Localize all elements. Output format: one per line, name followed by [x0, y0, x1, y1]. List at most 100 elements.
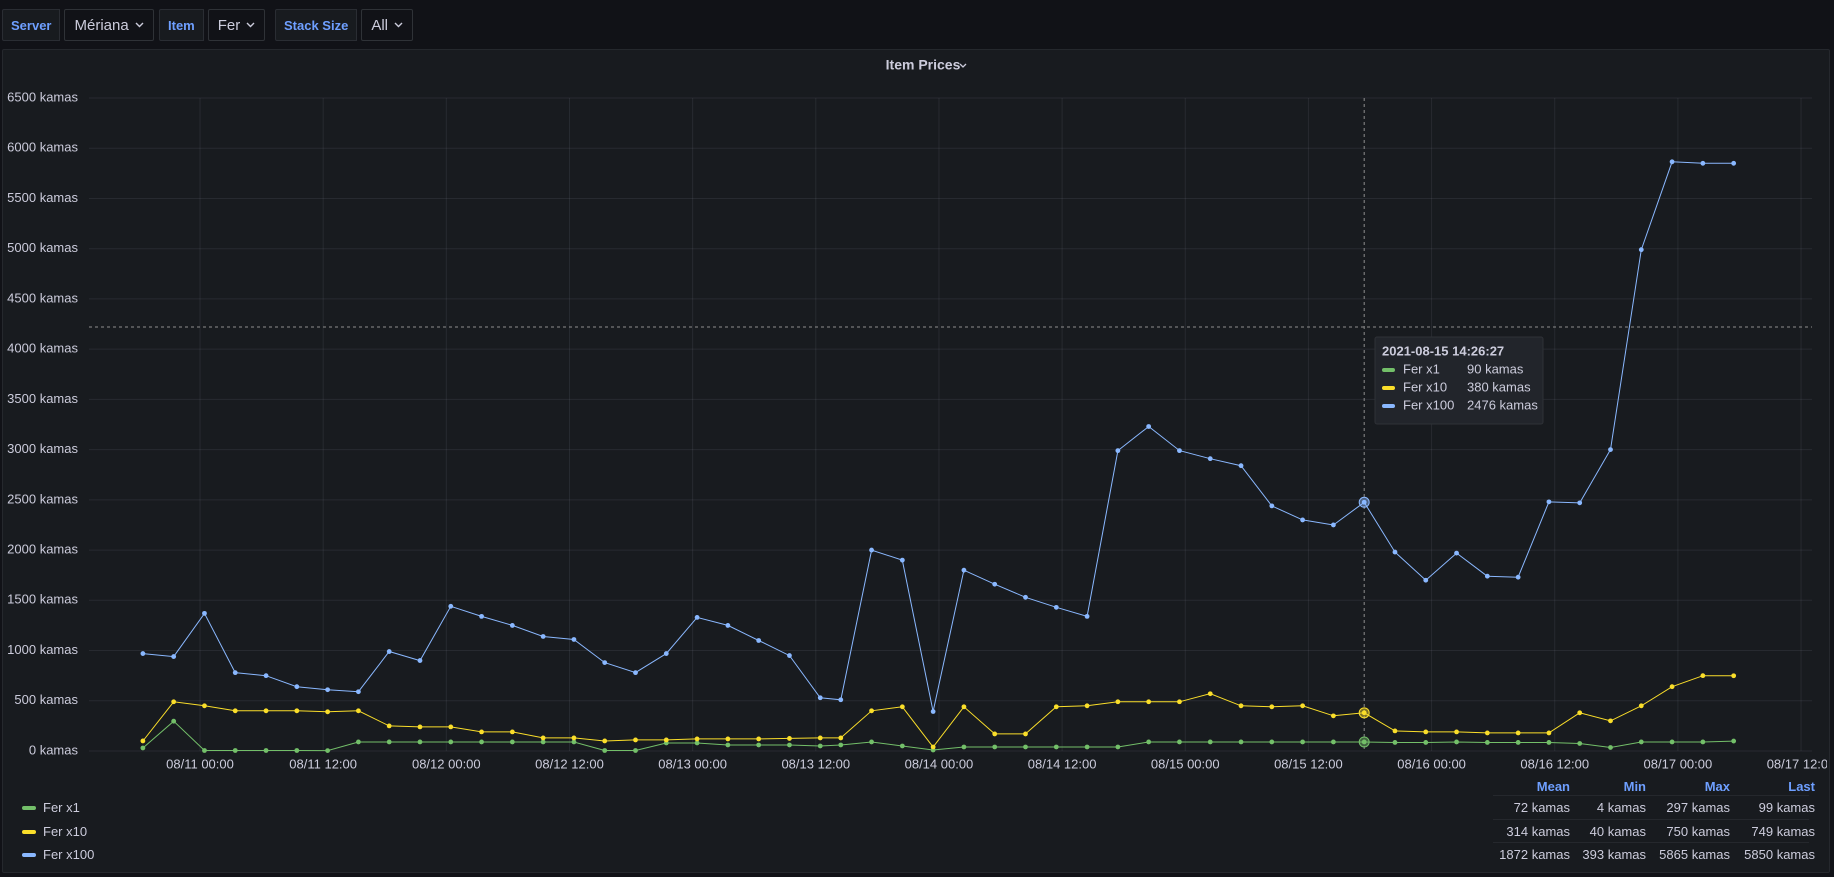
- panel-title[interactable]: Item Prices: [886, 57, 961, 73]
- x-tick-label: 08/12 12:00: [535, 756, 604, 771]
- data-point: [1361, 739, 1367, 745]
- data-point: [1330, 739, 1336, 745]
- data-point: [232, 670, 238, 676]
- data-point: [1084, 744, 1090, 750]
- data-point: [1238, 463, 1244, 469]
- y-tick-label: 2500 kamas: [7, 491, 78, 506]
- data-point: [694, 736, 700, 742]
- data-point: [899, 704, 905, 710]
- data-point: [756, 736, 762, 742]
- data-point: [1454, 729, 1459, 735]
- data-point: [1638, 247, 1644, 253]
- data-point: [571, 735, 577, 741]
- legend-divider: [1493, 818, 1809, 820]
- data-point: [663, 651, 669, 656]
- legend-stat: 749 kamas: [1751, 823, 1815, 839]
- data-point: [356, 689, 361, 695]
- y-tick-label: 0 kamas: [29, 742, 79, 757]
- data-point: [869, 547, 874, 553]
- data-point: [1484, 740, 1490, 745]
- legend-swatch: [22, 806, 36, 810]
- data-point: [633, 737, 638, 743]
- data-point: [1146, 739, 1152, 745]
- data-point: [817, 743, 823, 749]
- data-point: [992, 581, 998, 587]
- data-point: [1330, 522, 1336, 528]
- x-tick-label: 08/11 00:00: [166, 756, 234, 771]
- legend-header: Mean Min Max Last: [13, 775, 1819, 798]
- legend-stat: 72 kamas: [1513, 800, 1570, 815]
- data-point: [817, 735, 823, 741]
- data-point: [1207, 456, 1213, 462]
- data-point: [1638, 739, 1644, 745]
- data-point: [1053, 744, 1059, 750]
- x-tick-label: 08/15 00:00: [1151, 756, 1220, 771]
- data-point: [961, 704, 967, 710]
- data-point: [992, 744, 998, 750]
- y-tick-label: 3000 kamas: [7, 441, 78, 456]
- data-point: [1423, 729, 1429, 735]
- data-point: [869, 739, 874, 745]
- data-point: [1084, 613, 1090, 619]
- y-tick-label: 1500 kamas: [7, 592, 78, 607]
- data-point: [1053, 604, 1059, 610]
- data-point: [448, 724, 454, 730]
- data-point: [1177, 699, 1182, 705]
- data-point: [232, 748, 238, 753]
- data-point: [1115, 699, 1121, 705]
- data-point: [838, 735, 844, 741]
- data-point: [1515, 730, 1521, 736]
- chart: Item Prices 0 kamas 500 kamas 1000 kamas 15…: [7, 57, 1827, 772]
- data-point: [1577, 500, 1583, 506]
- data-point: [1023, 594, 1028, 600]
- data-point: [1669, 159, 1675, 165]
- x-tick-label: 08/16 12:00: [1520, 756, 1589, 771]
- legend-stat: 4 kamas: [1596, 800, 1646, 815]
- legend-name[interactable]: Fer x10: [43, 823, 88, 839]
- data-point: [961, 744, 967, 750]
- data-point: [294, 684, 300, 690]
- variable-select[interactable]: Fer: [207, 9, 266, 41]
- data-point: [1269, 503, 1275, 509]
- legend-row: Fer x1 72 kamas 4 kamas 297 kamas 99 kamas: [13, 796, 1819, 819]
- tooltip-value: 90 kamas: [1467, 361, 1524, 376]
- data-point: [171, 699, 177, 705]
- legend-name[interactable]: Fer x1: [43, 800, 80, 815]
- data-point: [479, 613, 484, 619]
- x-tick-label: 08/12 00:00: [412, 756, 481, 771]
- data-point: [1238, 739, 1244, 745]
- variable-server: Server Mériana: [2, 9, 154, 41]
- legend-name[interactable]: Fer x100: [43, 847, 95, 862]
- data-point: [787, 736, 792, 741]
- data-point: [202, 703, 207, 709]
- data-point: [509, 623, 515, 628]
- data-point: [509, 729, 515, 735]
- data-point: [1608, 718, 1613, 724]
- tooltip-series-name: Fer x100: [1403, 397, 1454, 412]
- data-point: [899, 743, 905, 749]
- data-point: [1084, 703, 1090, 709]
- variable-select[interactable]: Mériana: [64, 9, 154, 41]
- y-tick-label: 6500 kamas: [7, 89, 78, 104]
- variable-label: Stack Size: [275, 9, 358, 41]
- tooltip-title: 2021-08-15 14:26:27: [1382, 343, 1504, 358]
- data-point: [1484, 730, 1490, 736]
- data-point: [1115, 448, 1121, 454]
- data-point: [1177, 739, 1182, 745]
- data-point: [725, 736, 731, 742]
- data-point: [1423, 577, 1429, 583]
- data-point: [838, 742, 844, 748]
- tooltip-value: 380 kamas: [1467, 379, 1531, 394]
- data-point: [663, 737, 669, 743]
- data-point: [1269, 704, 1275, 710]
- data-point: [232, 708, 238, 714]
- variable-label: Server: [2, 9, 61, 41]
- data-point: [479, 739, 484, 745]
- series-line: [142, 720, 1734, 752]
- hover-point: [1358, 496, 1370, 508]
- variable-select[interactable]: All: [361, 9, 413, 41]
- data-point: [1700, 739, 1706, 745]
- data-point: [1361, 499, 1367, 505]
- y-tick-label: 5500 kamas: [7, 190, 78, 205]
